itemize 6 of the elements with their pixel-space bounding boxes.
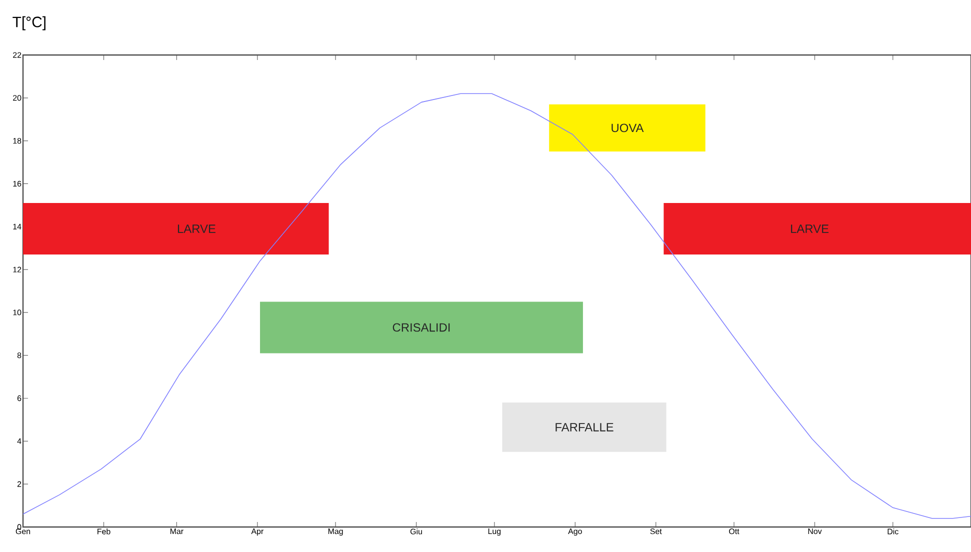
annotation: LARVE [791, 224, 829, 233]
annotation: UOVA [612, 124, 644, 132]
annotation: CRISALIDI [392, 323, 450, 332]
y-axis-title: T[°C] [12, 16, 46, 30]
annotation: FARFALLE [556, 423, 614, 432]
annotation: LARVE [178, 224, 216, 233]
